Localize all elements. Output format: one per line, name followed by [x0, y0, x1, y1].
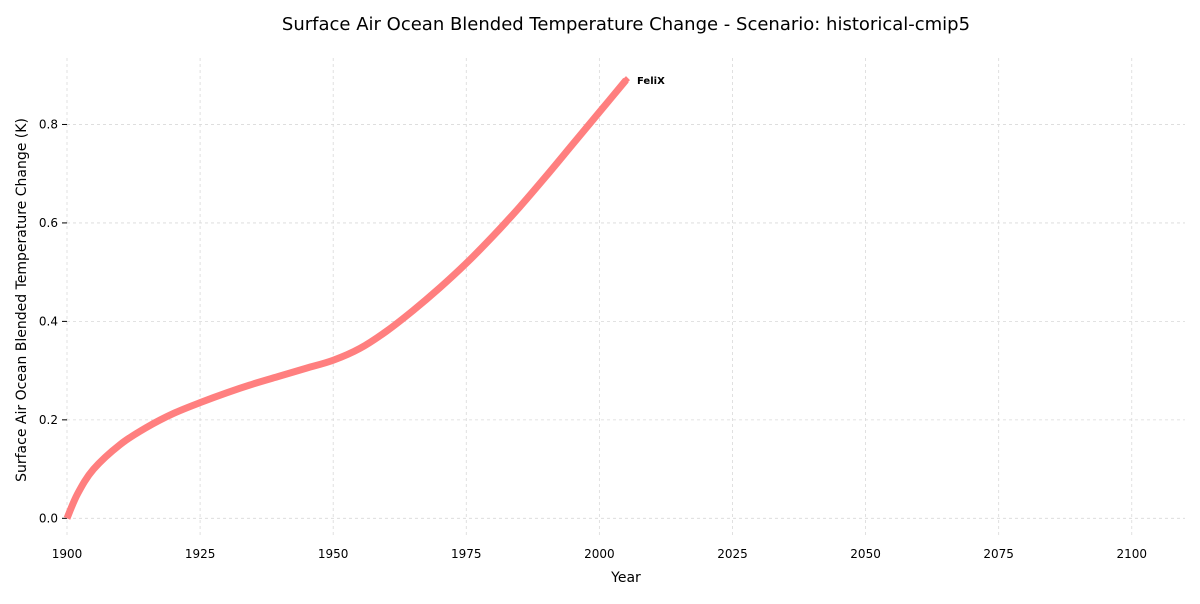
x-tick-label: 2000 [584, 547, 615, 561]
x-tick-label: 2050 [850, 547, 881, 561]
chart-title: Surface Air Ocean Blended Temperature Ch… [282, 14, 970, 35]
series-end-marker [622, 76, 630, 85]
x-tick-label: 1925 [185, 547, 216, 561]
y-axis-label: Surface Air Ocean Blended Temperature Ch… [14, 118, 30, 482]
y-tick-label: 0.2 [39, 413, 58, 427]
x-tick-label: 1900 [52, 547, 83, 561]
x-tick-label: 2100 [1116, 547, 1147, 561]
y-tick-label: 0.4 [39, 314, 58, 328]
y-tick-label: 0.6 [39, 216, 58, 230]
series-label: FeliX [637, 76, 665, 87]
axis-ticks: 1900 1925 1950 1975 2000 2025 2050 2075 2100 0.0 0… [39, 117, 1147, 561]
grid [66, 58, 1185, 538]
y-tick-label: 0.8 [39, 117, 58, 131]
series: FeliX [63, 76, 665, 520]
y-tick-label: 0.0 [39, 511, 58, 525]
x-axis-label: Year [610, 570, 641, 586]
x-tick-label: 2025 [717, 547, 748, 561]
series-line [63, 77, 629, 520]
x-tick-label: 2075 [983, 547, 1014, 561]
x-tick-label: 1975 [451, 547, 482, 561]
x-tick-label: 1950 [318, 547, 349, 561]
